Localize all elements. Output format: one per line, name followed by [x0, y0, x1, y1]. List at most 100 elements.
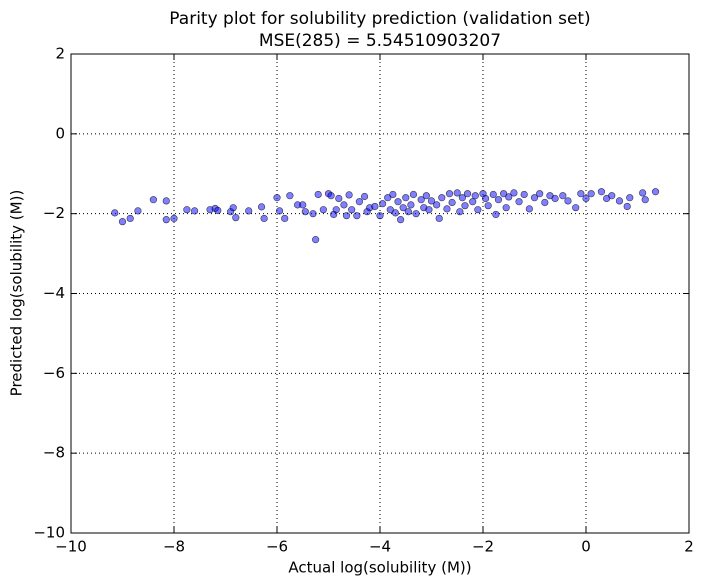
point: [456, 208, 464, 216]
point: [639, 189, 647, 197]
point: [404, 208, 412, 216]
point: [162, 197, 170, 205]
y-tick-label: −4: [43, 284, 65, 302]
point: [191, 207, 199, 215]
point: [471, 192, 479, 200]
point: [463, 190, 472, 198]
chart-subtitle: MSE(285) = 5.54510903207: [259, 31, 501, 51]
point: [162, 216, 170, 224]
point: [469, 198, 477, 206]
point: [435, 214, 443, 223]
point: [443, 205, 451, 213]
point: [402, 194, 410, 202]
point: [384, 194, 392, 202]
point: [461, 202, 469, 210]
point: [301, 208, 309, 216]
point: [257, 203, 266, 211]
y-tick-label: 0: [55, 124, 65, 142]
y-axis-label: Predicted log(solubility (M)): [8, 190, 26, 397]
point: [615, 197, 624, 205]
point: [564, 197, 572, 205]
point: [245, 207, 253, 215]
point: [299, 201, 307, 209]
point: [409, 190, 418, 199]
point: [340, 201, 348, 209]
point: [474, 206, 482, 214]
x-tick-label: −2: [472, 538, 494, 556]
point: [494, 196, 503, 204]
point: [386, 206, 394, 214]
point: [229, 204, 237, 212]
y-tick-label: −2: [43, 204, 65, 222]
point: [500, 190, 508, 198]
point: [281, 214, 289, 223]
x-tick-label: −8: [163, 538, 185, 556]
point: [397, 216, 405, 224]
point: [286, 192, 294, 200]
point: [389, 190, 397, 199]
point: [525, 205, 533, 213]
point: [623, 202, 631, 211]
plot-frame: [70, 53, 690, 534]
point: [492, 210, 500, 219]
x-tick-label: 2: [684, 538, 694, 556]
point: [438, 194, 446, 202]
point: [332, 206, 340, 214]
point: [445, 190, 454, 198]
point: [391, 209, 400, 217]
point: [510, 189, 518, 197]
point: [453, 189, 461, 197]
point: [149, 196, 157, 204]
point: [572, 204, 580, 212]
point: [260, 214, 268, 223]
point: [378, 200, 387, 208]
point: [530, 194, 539, 202]
point: [314, 190, 322, 199]
point: [118, 218, 127, 226]
point: [577, 190, 585, 198]
point: [651, 188, 660, 196]
point: [587, 190, 595, 198]
point: [170, 214, 178, 223]
point: [412, 210, 420, 218]
point: [335, 194, 343, 203]
point: [327, 192, 335, 200]
point: [371, 202, 379, 211]
chart-title: Parity plot for solubility prediction (v…: [169, 9, 590, 29]
point: [348, 206, 356, 214]
point: [502, 204, 510, 212]
point: [214, 206, 222, 215]
point: [458, 194, 467, 202]
point: [427, 197, 436, 205]
point: [520, 190, 528, 199]
y-tick-label: −8: [43, 444, 65, 462]
point: [183, 206, 191, 214]
point: [126, 214, 134, 223]
x-tick-label: −6: [266, 538, 288, 556]
point: [484, 202, 492, 210]
point: [425, 206, 433, 214]
point: [360, 192, 369, 201]
point: [273, 194, 281, 202]
point: [399, 204, 407, 212]
x-tick-label: −4: [369, 538, 391, 556]
x-tick-label: −10: [55, 538, 87, 556]
point: [641, 196, 649, 204]
point: [394, 198, 402, 206]
point: [481, 194, 490, 203]
point: [232, 214, 240, 222]
point: [353, 212, 361, 220]
point: [559, 192, 567, 200]
y-tick-label: −10: [33, 524, 65, 542]
point: [275, 207, 284, 215]
point: [355, 198, 364, 206]
point: [626, 194, 634, 202]
point: [608, 192, 616, 200]
point: [376, 212, 384, 220]
point: [515, 198, 523, 206]
x-tick-label: 0: [581, 538, 591, 556]
x-axis-label: Actual log(solubility (M)): [288, 559, 471, 577]
point: [134, 207, 142, 215]
point: [417, 196, 425, 204]
point: [433, 201, 441, 209]
